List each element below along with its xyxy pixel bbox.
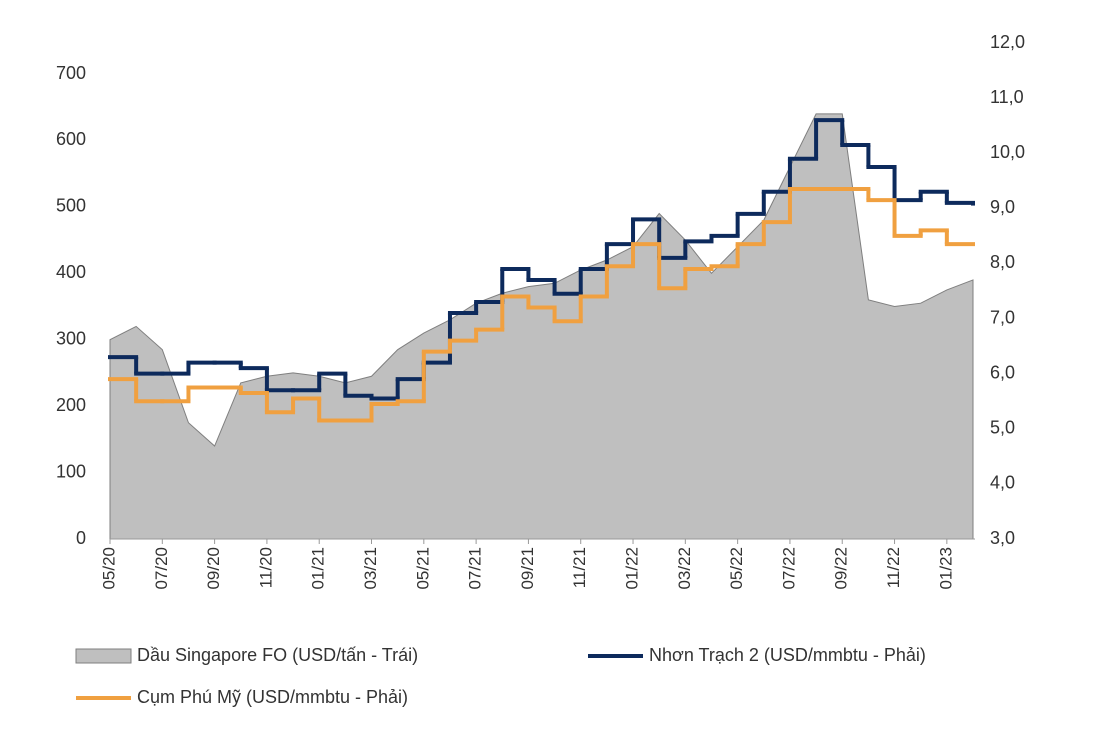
y-tick-label: 100 bbox=[56, 461, 86, 481]
x-tick-label: 03/21 bbox=[361, 547, 380, 590]
x-tick-label: 03/22 bbox=[675, 547, 694, 590]
x-tick-label: 09/20 bbox=[204, 547, 223, 590]
legend-label: Nhơn Trạch 2 (USD/mmbtu - Phải) bbox=[649, 645, 926, 665]
x-tick-label: 11/20 bbox=[256, 547, 275, 588]
y-tick-label: 0 bbox=[76, 528, 86, 548]
legend-label: Cụm Phú Mỹ (USD/mmbtu - Phải) bbox=[137, 687, 408, 707]
y-tick-label: 400 bbox=[56, 262, 86, 282]
y-tick-label: 500 bbox=[56, 196, 86, 216]
y-tick-label: 700 bbox=[56, 63, 86, 83]
legend-label: Dầu Singapore FO (USD/tấn - Trái) bbox=[137, 645, 418, 665]
x-tick-label: 11/21 bbox=[570, 547, 589, 588]
area-series bbox=[109, 113, 974, 540]
y2-tick-label: 11,0 bbox=[990, 87, 1024, 107]
x-tick-label: 01/23 bbox=[936, 547, 955, 590]
x-tick-label: 05/20 bbox=[99, 547, 118, 590]
y2-tick-label: 3,0 bbox=[990, 528, 1015, 548]
y2-tick-label: 10,0 bbox=[990, 142, 1025, 162]
y-tick-label: 300 bbox=[56, 328, 86, 348]
x-tick-label: 09/22 bbox=[832, 547, 851, 590]
y2-tick-label: 8,0 bbox=[990, 252, 1015, 272]
legend-swatch bbox=[75, 648, 132, 664]
x-tick-label: 01/21 bbox=[309, 547, 328, 590]
x-tick-label: 07/22 bbox=[779, 547, 798, 590]
y2-tick-label: 7,0 bbox=[990, 307, 1015, 327]
x-tick-label: 09/21 bbox=[518, 547, 537, 590]
x-tick-label: 07/21 bbox=[466, 547, 485, 590]
y2-tick-label: 12,0 bbox=[990, 32, 1025, 52]
y-tick-label: 600 bbox=[56, 129, 86, 149]
y2-tick-label: 5,0 bbox=[990, 418, 1015, 438]
y2-tick-label: 9,0 bbox=[990, 197, 1015, 217]
x-tick-label: 05/22 bbox=[727, 547, 746, 590]
x-tick-label: 01/22 bbox=[623, 547, 642, 590]
y2-tick-label: 4,0 bbox=[990, 473, 1015, 493]
y-tick-label: 200 bbox=[56, 395, 86, 415]
y2-tick-label: 6,0 bbox=[990, 362, 1015, 382]
x-tick-label: 05/21 bbox=[413, 547, 432, 590]
x-tick-label: 11/22 bbox=[884, 547, 903, 588]
x-tick-label: 07/20 bbox=[152, 547, 171, 590]
